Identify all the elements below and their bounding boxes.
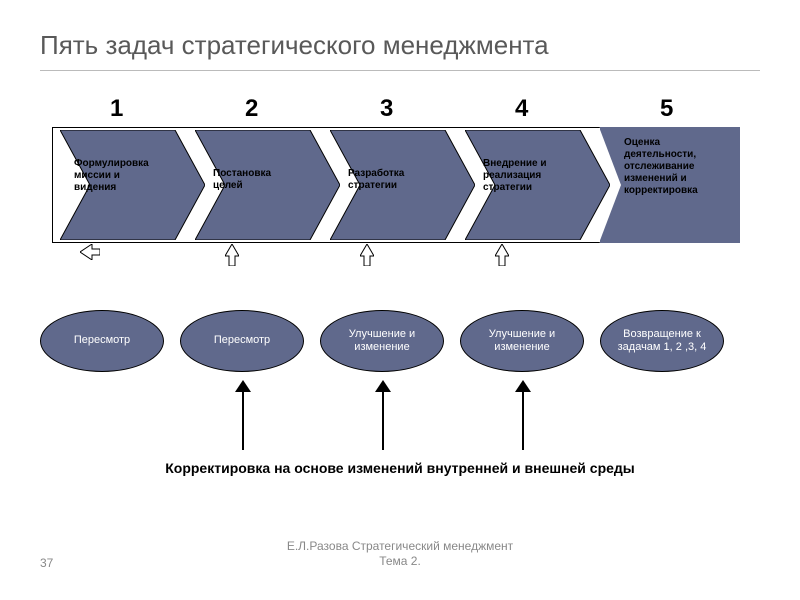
ellipse-5-label: Возвращение к задачам 1, 2 ,3, 4 — [611, 328, 713, 354]
ellipse-3-label: Улучшение и изменение — [331, 328, 433, 354]
small-arrow-left — [80, 244, 100, 260]
ellipse-1-label: Пересмотр — [74, 334, 130, 347]
small-arrow-up-1 — [225, 244, 239, 266]
small-arrow-up-3 — [495, 244, 509, 266]
ellipse-2: Пересмотр — [180, 310, 304, 372]
ellipse-2-label: Пересмотр — [214, 334, 270, 347]
step-number-4: 4 — [515, 95, 528, 123]
footer-line-2: Тема 2. — [379, 554, 421, 568]
ellipse-3: Улучшение и изменение — [320, 310, 444, 372]
big-arrow-up-3 — [515, 380, 531, 450]
step-number-3: 3 — [380, 95, 393, 123]
ellipse-5: Возвращение к задачам 1, 2 ,3, 4 — [600, 310, 724, 372]
step-number-2: 2 — [245, 95, 258, 123]
step-5-box: Оценка деятельности, отслеживание измене… — [600, 127, 740, 243]
ellipse-4-label: Улучшение и изменение — [471, 328, 573, 354]
page-number: 37 — [40, 556, 53, 570]
small-arrow-up-2 — [360, 244, 374, 266]
step-5-label: Оценка деятельности, отслеживание измене… — [624, 137, 734, 197]
ellipse-1: Пересмотр — [40, 310, 164, 372]
step-number-5: 5 — [660, 95, 673, 123]
big-arrow-up-1 — [235, 380, 251, 450]
step-number-1: 1 — [110, 95, 123, 123]
footer-line-1: Е.Л.Разова Стратегический менеджмент — [287, 539, 513, 553]
big-arrow-up-2 — [375, 380, 391, 450]
chevron-2-label: Постановка целей — [213, 168, 303, 192]
chevron-3-label: Разработка стратегии — [348, 168, 438, 192]
ellipses-row: Пересмотр Пересмотр Улучшение и изменени… — [40, 310, 760, 380]
title-divider — [40, 70, 760, 71]
page-title: Пять задач стратегического менеджмента — [40, 30, 549, 61]
bottom-caption: Корректировка на основе изменений внутре… — [100, 460, 700, 476]
footer: Е.Л.Разова Стратегический менеджмент Тем… — [200, 539, 600, 570]
chevron-1-label: Формулировка миссии и видения — [74, 158, 164, 194]
chevron-row: Оценка деятельности, отслеживание измене… — [60, 130, 740, 240]
chevron-4-label: Внедрение и реализация стратегии — [483, 158, 573, 194]
ellipse-4: Улучшение и изменение — [460, 310, 584, 372]
